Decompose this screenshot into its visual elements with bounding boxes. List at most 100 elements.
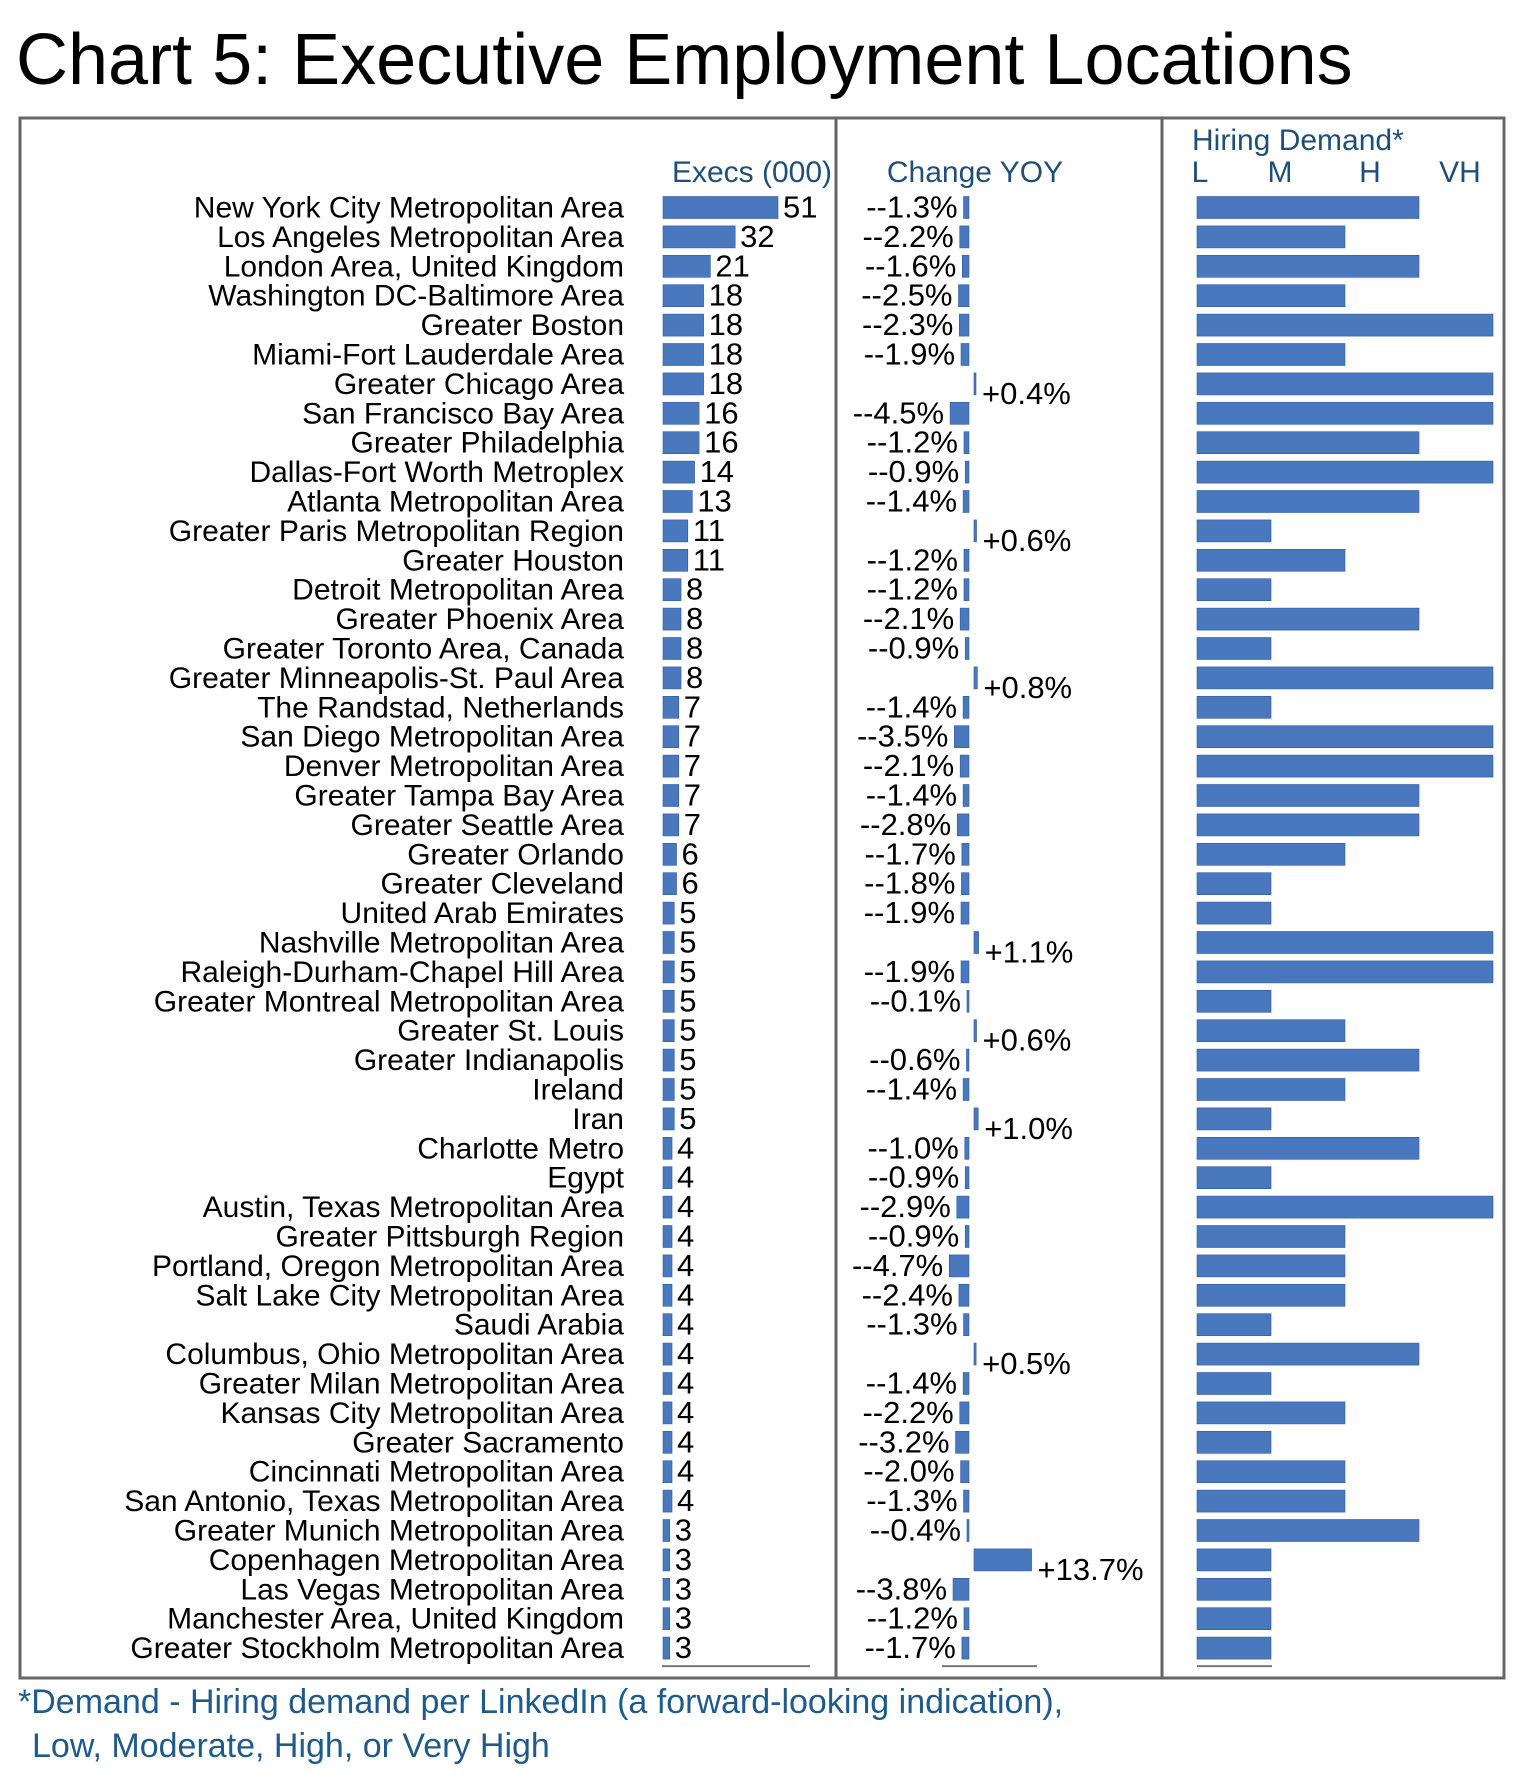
change-bar — [963, 1489, 970, 1513]
change-label: --1.6% — [865, 248, 956, 283]
location-label: Charlotte Metro — [417, 1132, 624, 1165]
change-bar — [964, 1166, 970, 1189]
execs-bar — [662, 1372, 673, 1395]
execs-bar — [662, 1489, 673, 1513]
change-bar — [959, 1401, 970, 1425]
demand-bar — [1196, 842, 1346, 866]
change-bar — [962, 784, 970, 807]
footnote: *Demand - Hiring demand per LinkedIn (a … — [18, 1680, 1063, 1768]
demand-bar — [1196, 490, 1420, 513]
demand-bar — [1196, 1019, 1346, 1043]
execs-value: 51 — [783, 190, 817, 225]
execs-value: 4 — [677, 1366, 694, 1401]
location-label: Greater Boston — [421, 309, 624, 342]
change-label: --4.5% — [853, 395, 944, 430]
change-label: --1.4% — [866, 1072, 957, 1107]
location-label: Greater Chicago Area — [334, 368, 624, 401]
execs-value: 6 — [682, 866, 699, 901]
location-label: Greater Toronto Area, Canada — [223, 633, 625, 666]
change-label: --1.4% — [866, 1366, 957, 1401]
execs-value: 3 — [675, 1571, 692, 1606]
change-label: --1.9% — [864, 954, 955, 989]
execs-bar — [662, 989, 675, 1013]
execs-bar — [662, 784, 680, 807]
location-label: Copenhagen Metropolitan Area — [209, 1544, 625, 1577]
header-hiring-demand: Hiring Demand* — [1192, 124, 1404, 157]
execs-value: 18 — [709, 366, 743, 401]
execs-bar — [662, 1195, 673, 1219]
change-label: +1.1% — [985, 935, 1074, 970]
change-label: --0.9% — [868, 631, 959, 666]
footnote-line-2: Low, Moderate, High, or Very High — [32, 1727, 550, 1765]
change-bar — [963, 1313, 970, 1336]
change-label: --2.9% — [860, 1189, 951, 1224]
execs-value: 4 — [677, 1160, 694, 1195]
execs-bar — [662, 1607, 671, 1630]
demand-bar — [1196, 578, 1272, 602]
execs-value: 6 — [682, 836, 699, 871]
demand-bar — [1196, 813, 1420, 837]
execs-bar — [662, 343, 704, 366]
execs-value: 13 — [697, 484, 731, 519]
location-label: Portland, Oregon Metropolitan Area — [152, 1250, 624, 1283]
execs-bar — [662, 1048, 675, 1072]
change-bar — [964, 637, 970, 660]
execs-value: 4 — [677, 1424, 694, 1459]
location-label: Austin, Texas Metropolitan Area — [203, 1191, 625, 1224]
change-bar — [962, 1372, 970, 1395]
change-bar — [973, 666, 978, 690]
header-execs: Execs (000) — [672, 156, 832, 189]
demand-bar — [1196, 1254, 1346, 1278]
execs-value: 11 — [693, 542, 725, 577]
execs-value: 8 — [686, 631, 703, 666]
demand-bar — [1196, 754, 1494, 778]
demand-bar — [1196, 284, 1346, 308]
execs-value: 18 — [709, 307, 743, 342]
execs-value: 3 — [675, 1542, 692, 1577]
demand-bar — [1196, 695, 1272, 719]
location-label: San Antonio, Texas Metropolitan Area — [124, 1485, 624, 1518]
execs-bar — [662, 196, 779, 219]
change-bar — [966, 1519, 970, 1542]
change-label: --0.9% — [868, 1160, 959, 1195]
change-bar — [952, 1578, 970, 1601]
demand-bar — [1196, 1636, 1272, 1660]
execs-value: 4 — [677, 1483, 694, 1518]
execs-value: 32 — [740, 219, 774, 254]
change-label: --2.3% — [862, 307, 953, 342]
change-bar — [973, 1342, 977, 1366]
execs-value: 14 — [700, 454, 734, 489]
change-bar — [964, 1225, 970, 1248]
execs-value: 5 — [679, 925, 696, 960]
demand-bar — [1196, 1460, 1346, 1483]
execs-bar — [662, 490, 693, 513]
demand-bar — [1196, 607, 1420, 631]
demand-bar — [1196, 1548, 1272, 1572]
execs-bar — [662, 842, 677, 866]
location-label: Manchester Area, United Kingdom — [167, 1603, 624, 1636]
execs-bar — [662, 607, 682, 631]
execs-bar — [662, 1078, 675, 1101]
location-label: Greater Milan Metropolitan Area — [199, 1368, 625, 1401]
execs-value: 7 — [684, 807, 701, 842]
demand-bar — [1196, 784, 1420, 807]
execs-bar — [662, 313, 704, 337]
change-label: --3.2% — [858, 1424, 949, 1459]
execs-bar — [662, 1137, 673, 1160]
execs-bar — [662, 725, 680, 749]
location-label: Greater Philadelphia — [350, 427, 624, 460]
change-bar — [959, 754, 970, 778]
demand-bar — [1196, 1431, 1272, 1454]
change-label: +0.4% — [982, 376, 1071, 411]
change-bar — [955, 1431, 970, 1454]
location-label: Greater Orlando — [407, 838, 624, 871]
demand-bar — [1196, 1401, 1346, 1425]
execs-value: 4 — [677, 1307, 694, 1342]
change-bar — [960, 901, 970, 925]
change-bar — [956, 813, 970, 837]
location-label: Greater Munich Metropolitan Area — [174, 1515, 625, 1548]
location-label: Los Angeles Metropolitan Area — [217, 221, 624, 254]
demand-bar — [1196, 1195, 1494, 1219]
execs-value: 4 — [677, 1395, 694, 1430]
change-bar — [964, 460, 970, 484]
